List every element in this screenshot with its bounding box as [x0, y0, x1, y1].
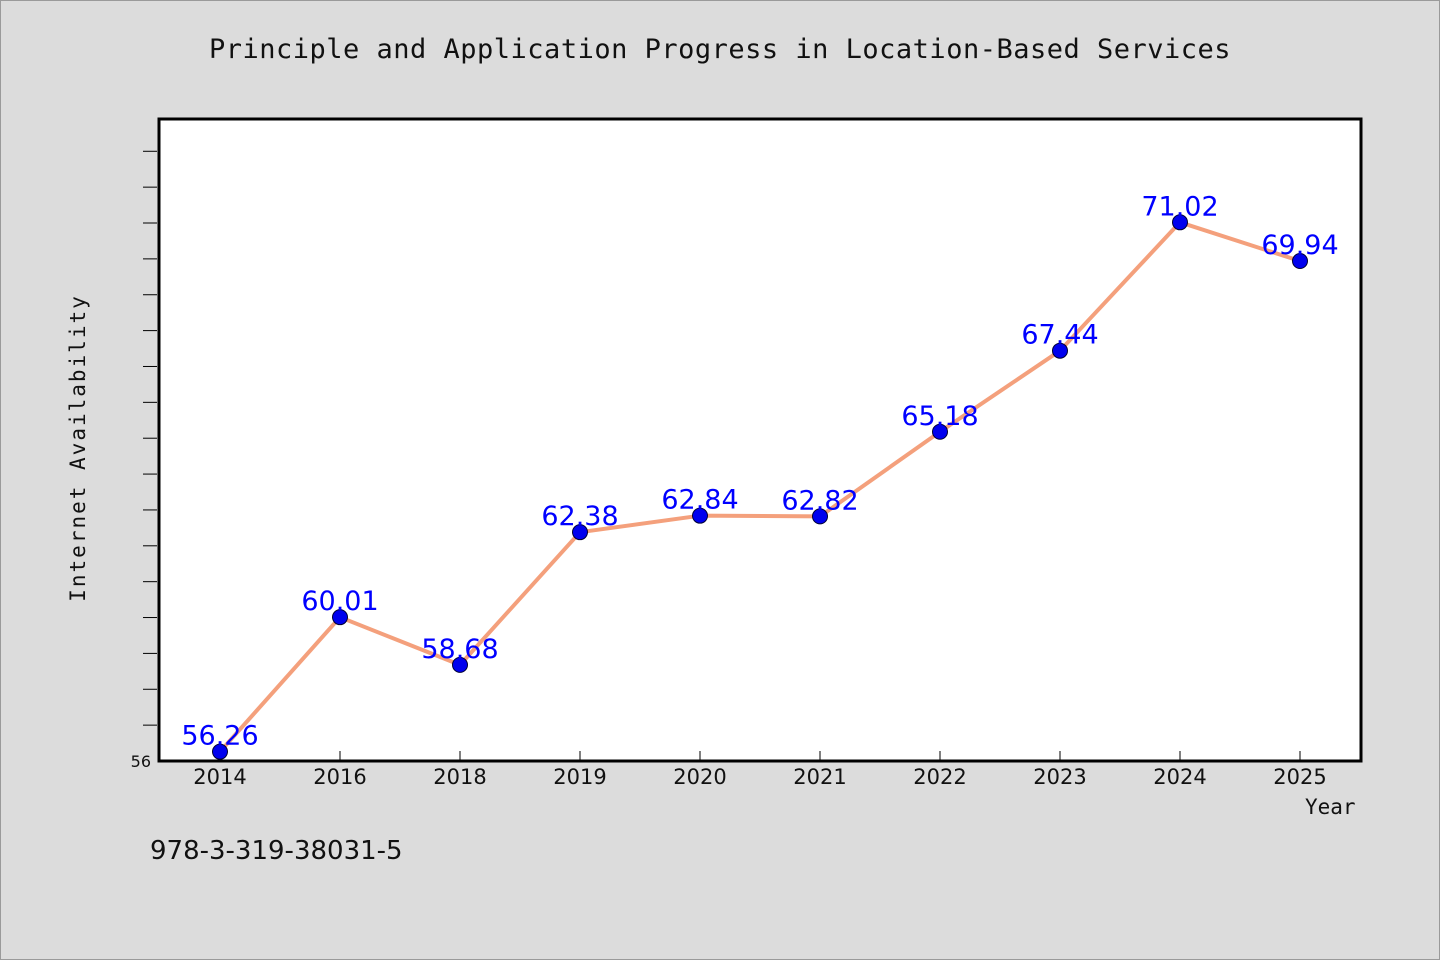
data-label: 60.01	[301, 586, 378, 617]
footer-code: 978-3-319-38031-5	[150, 836, 403, 866]
data-label: 56.26	[181, 721, 258, 752]
y-axis-ticks: 56	[131, 150, 157, 771]
x-tick-label: 2023	[1033, 765, 1086, 789]
plot-area	[157, 117, 1363, 763]
data-label: 58.68	[421, 634, 498, 665]
x-axis-label: Year	[1305, 795, 1356, 819]
data-point-marker	[1052, 342, 1068, 359]
y-tick-label: 56	[131, 752, 151, 771]
data-point-marker	[932, 423, 948, 440]
data-label: 62.82	[781, 485, 858, 516]
data-point-marker	[572, 524, 588, 541]
data-label: 62.38	[541, 501, 618, 532]
data-point-marker	[1172, 214, 1188, 231]
x-tick-label: 2020	[673, 765, 726, 789]
x-tick-label: 2022	[913, 765, 966, 789]
data-label: 62.84	[661, 485, 738, 516]
y-axis-label: Internet Availability	[66, 294, 90, 602]
x-tick-label: 2024	[1153, 765, 1206, 789]
x-axis-ticks: 2014 2016 2018 2019 2020 2021 2022 2023 2024 2025	[193, 751, 1327, 789]
series-line	[218, 220, 1302, 754]
data-point-marker	[812, 508, 828, 525]
series-layer: 56.26 60.01 58.68 62.38 62.84 62.82 65.18 67.44…	[181, 191, 1339, 760]
data-label: 67.44	[1021, 320, 1098, 351]
x-tick-label: 2021	[793, 765, 846, 789]
x-tick-label: 2016	[313, 765, 366, 789]
data-label: 65.18	[901, 401, 978, 432]
data-point-marker	[332, 609, 348, 626]
x-tick-label: 2014	[193, 765, 246, 789]
data-point-marker	[212, 743, 228, 760]
data-label: 69.94	[1261, 230, 1338, 261]
x-tick-label: 2019	[553, 765, 606, 789]
x-tick-label: 2025	[1273, 765, 1326, 789]
chart-title: Principle and Application Progress in Lo…	[208, 34, 1232, 65]
x-tick-label: 2018	[433, 765, 486, 789]
data-point-marker	[452, 656, 468, 673]
data-label: 71.02	[1141, 191, 1218, 222]
data-point-marker	[692, 507, 708, 524]
data-point-marker	[1292, 253, 1308, 270]
